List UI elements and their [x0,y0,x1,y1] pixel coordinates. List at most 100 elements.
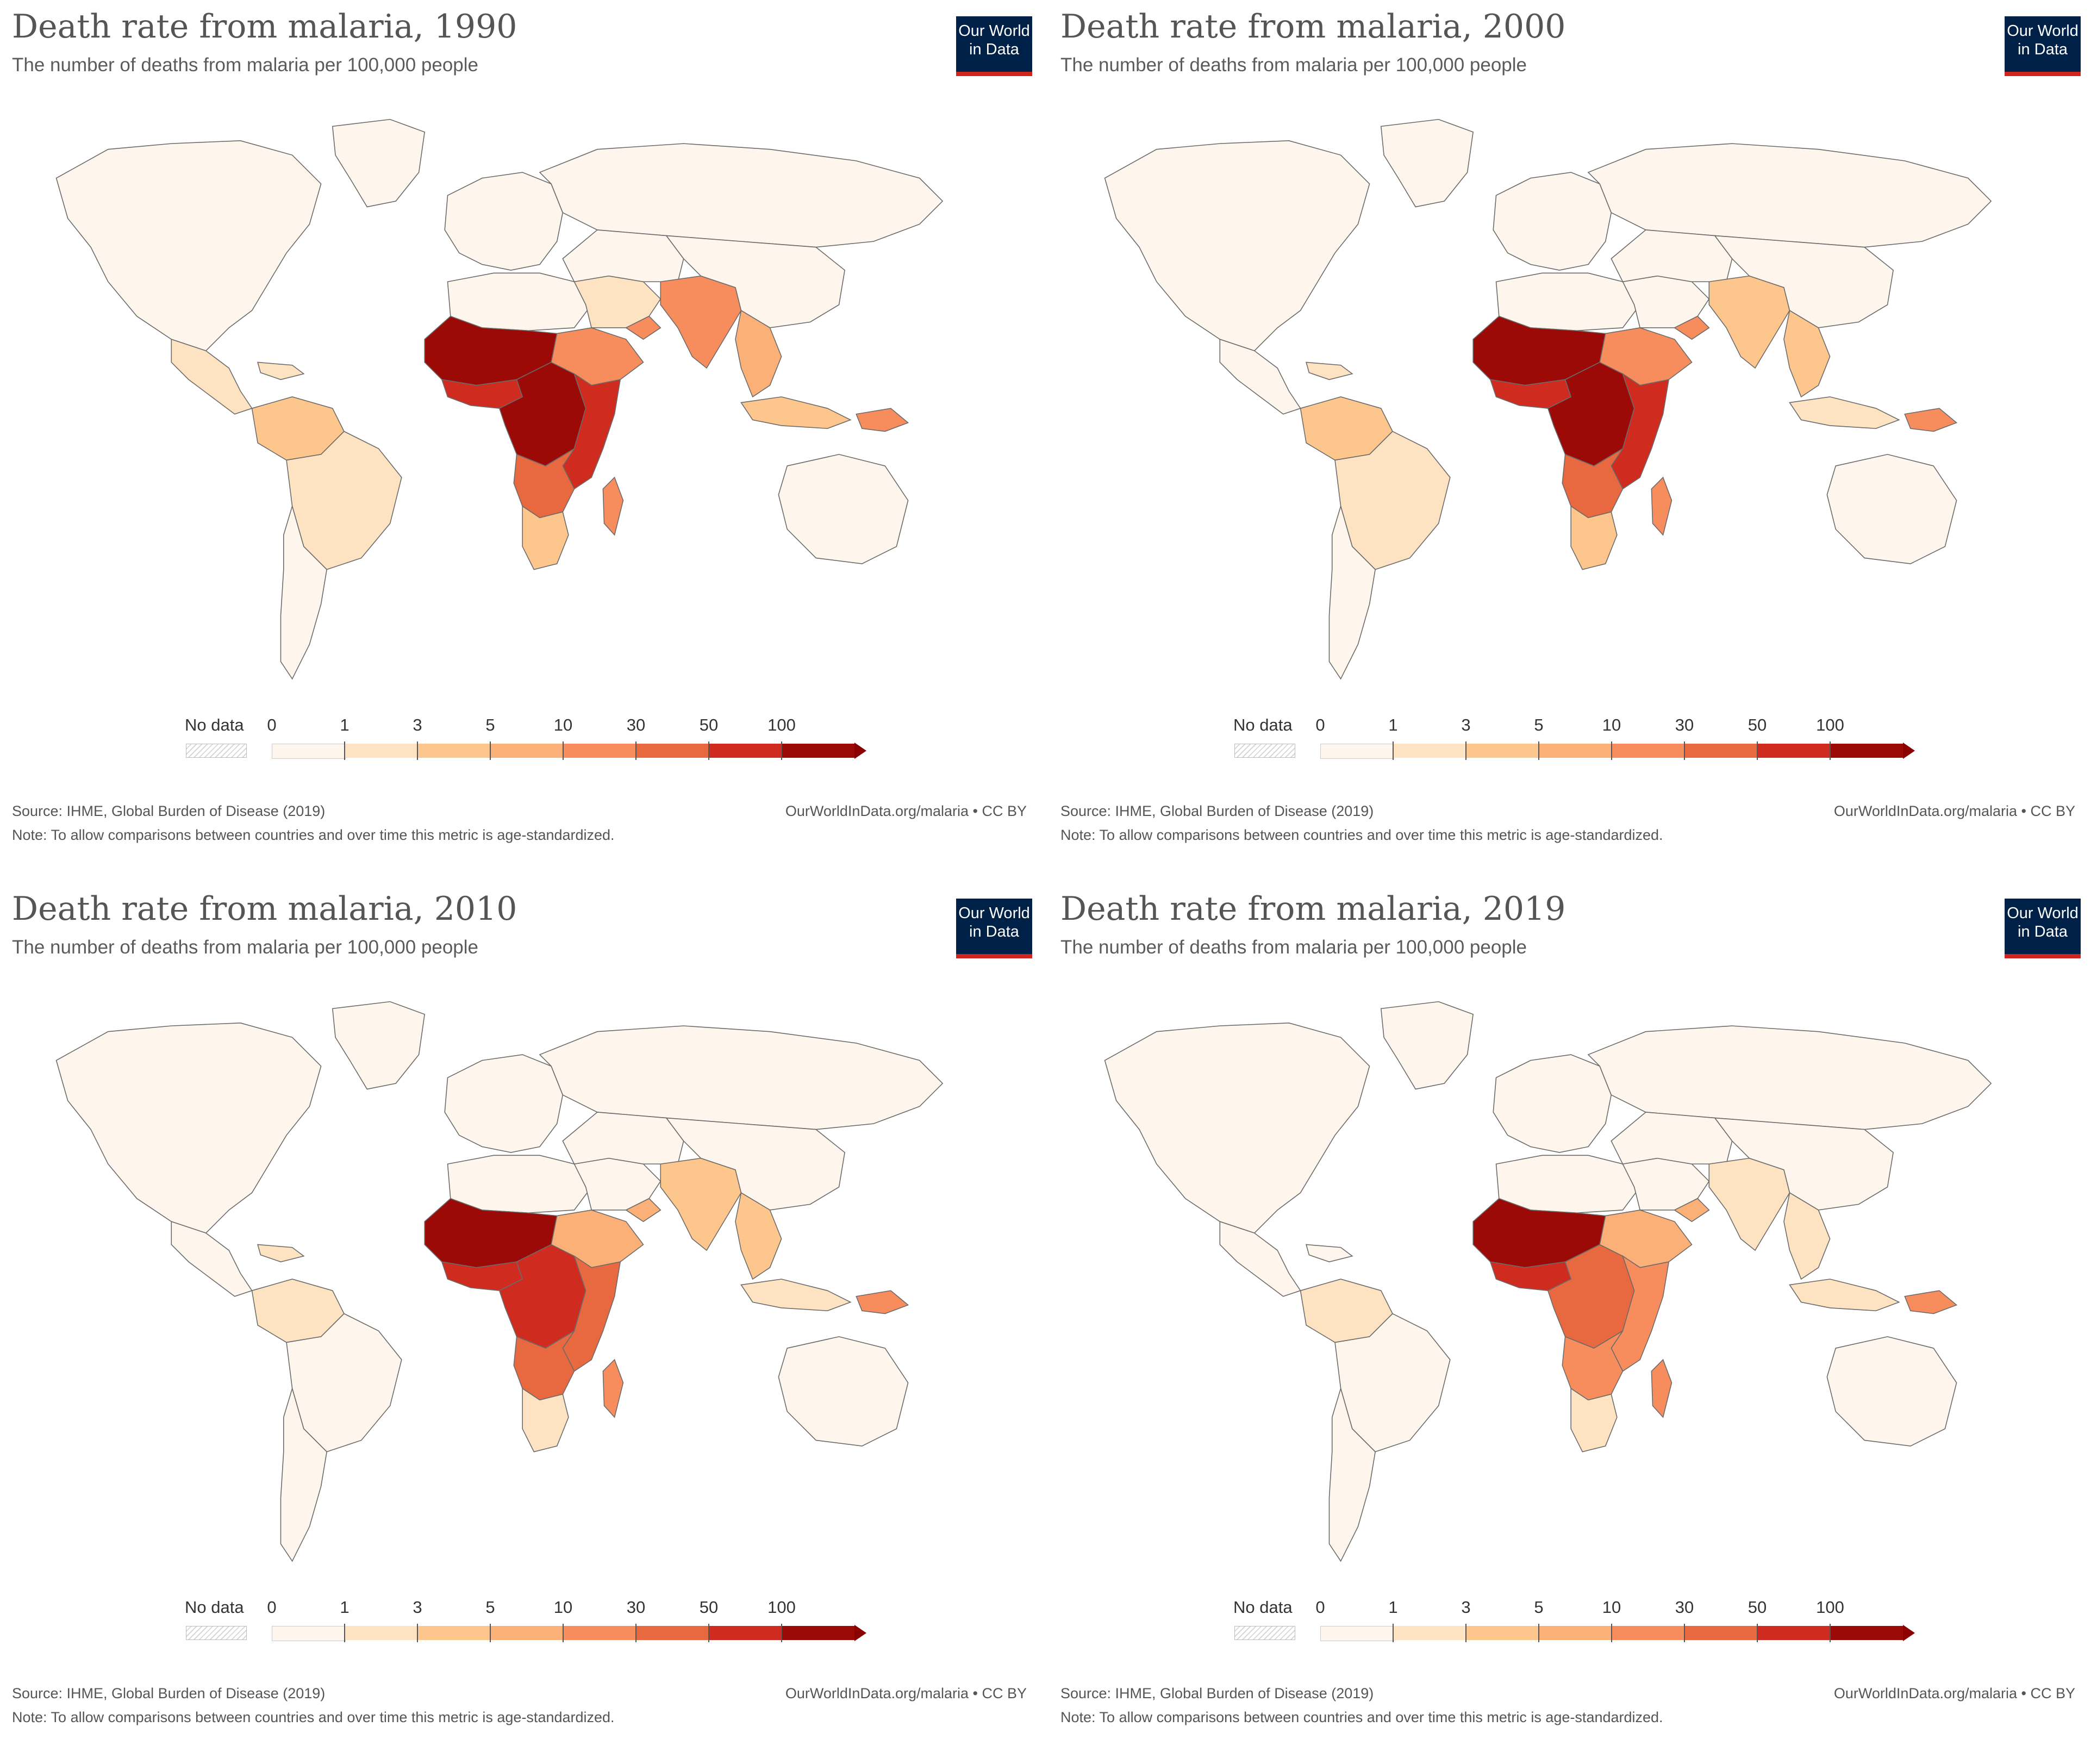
region-indonesia[interactable] [740,396,852,429]
region-europe[interactable] [1493,172,1612,271]
region-arabia-south[interactable] [1674,315,1710,340]
region-china[interactable] [665,235,845,328]
region-australia[interactable] [1826,454,1957,564]
region-arabia-south[interactable] [1674,1198,1710,1223]
region-southeast-asia[interactable] [735,1192,782,1280]
region-caribbean[interactable] [257,1244,305,1263]
region-north-america[interactable] [55,1023,322,1234]
region-papua[interactable] [1904,1290,1958,1314]
region-south-asia[interactable] [1708,1157,1790,1251]
credit-link[interactable]: OurWorldInData.org/malaria • CC BY [1833,803,2075,819]
world-choropleth-map[interactable] [22,991,1000,1567]
region-madagascar[interactable] [1651,1358,1672,1418]
region-south-asia[interactable] [660,275,742,369]
region-southern-africa[interactable] [1570,505,1618,570]
region-europe[interactable] [444,1054,564,1153]
region-north-africa[interactable] [447,272,592,332]
region-china[interactable] [665,1117,845,1211]
region-southern-south-america[interactable] [1328,1387,1376,1562]
region-greenland[interactable] [332,119,426,208]
region-china[interactable] [1714,235,1894,328]
region-caribbean[interactable] [1306,1244,1353,1263]
region-southeast-asia[interactable] [1783,309,1831,398]
owid-logo[interactable]: Our World in Data [956,16,1032,76]
region-greenland[interactable] [1380,1001,1474,1090]
region-east-africa[interactable] [562,1255,621,1372]
region-australia[interactable] [778,1336,909,1447]
region-central-america[interactable] [171,339,253,415]
region-southern-africa[interactable] [1570,1387,1618,1453]
region-russia[interactable] [539,143,944,248]
legend-tick-label: 10 [553,715,573,734]
region-southern-africa[interactable] [522,505,569,570]
region-caribbean[interactable] [1306,361,1353,381]
region-papua[interactable] [856,408,909,432]
region-russia[interactable] [1587,1025,1992,1130]
region-north-america[interactable] [1104,140,1370,352]
region-southeast-asia[interactable] [1783,1192,1831,1280]
region-north-america[interactable] [55,140,322,352]
world-choropleth-map[interactable] [1070,991,2049,1567]
region-southern-south-america[interactable] [1328,504,1376,680]
region-south-asia[interactable] [660,1157,742,1251]
region-russia[interactable] [1587,143,1992,248]
region-central-america[interactable] [171,1221,253,1297]
region-north-africa[interactable] [1495,1155,1641,1214]
region-southern-south-america[interactable] [280,1387,328,1562]
region-arabia-south[interactable] [625,315,661,340]
region-southern-africa[interactable] [522,1387,569,1453]
world-choropleth-map[interactable] [1070,109,2049,685]
region-south-asia[interactable] [1708,275,1790,369]
region-central-asia[interactable] [1611,1112,1733,1165]
region-indonesia[interactable] [1789,1279,1900,1312]
region-russia[interactable] [539,1025,944,1130]
region-east-africa[interactable] [562,372,621,490]
region-australia[interactable] [1826,1336,1957,1447]
region-southern-south-america[interactable] [280,504,328,680]
owid-logo[interactable]: Our World in Data [2005,16,2081,76]
credit-link[interactable]: OurWorldInData.org/malaria • CC BY [785,1685,1027,1701]
region-indonesia[interactable] [740,1279,852,1312]
legend-bin-3 [1466,744,1539,758]
region-north-africa[interactable] [447,1155,592,1214]
region-central-asia[interactable] [562,229,684,283]
region-southern-africa-upper[interactable] [1562,448,1624,519]
region-europe[interactable] [444,172,564,271]
region-madagascar[interactable] [1651,476,1672,536]
region-east-africa[interactable] [1611,372,1670,490]
region-caribbean[interactable] [257,361,305,381]
region-central-america[interactable] [1219,339,1301,415]
region-madagascar[interactable] [602,476,624,536]
region-indonesia[interactable] [1789,396,1900,429]
region-southern-africa-upper[interactable] [513,448,575,519]
owid-logo[interactable]: Our World in Data [2005,899,2081,958]
region-papua[interactable] [856,1290,909,1314]
region-north-africa[interactable] [1495,272,1641,332]
region-madagascar[interactable] [602,1358,624,1418]
region-southern-africa-upper[interactable] [1562,1330,1624,1401]
region-east-africa[interactable] [1611,1255,1670,1372]
source-text[interactable]: Source: IHME, Global Burden of Disease (… [12,803,326,819]
legend-bin-0 [272,744,346,759]
region-southeast-asia[interactable] [735,309,782,398]
world-choropleth-map[interactable] [22,109,1000,685]
region-australia[interactable] [778,454,909,564]
region-north-america[interactable] [1104,1023,1370,1234]
region-greenland[interactable] [332,1001,426,1090]
region-southern-africa-upper[interactable] [513,1330,575,1401]
region-central-asia[interactable] [562,1112,684,1165]
region-central-america[interactable] [1219,1221,1301,1297]
source-text[interactable]: Source: IHME, Global Burden of Disease (… [1060,1685,1374,1701]
region-greenland[interactable] [1380,119,1474,208]
source-text[interactable]: Source: IHME, Global Burden of Disease (… [12,1685,326,1701]
region-europe[interactable] [1493,1054,1612,1153]
credit-link[interactable]: OurWorldInData.org/malaria • CC BY [1833,1685,2075,1701]
region-central-asia[interactable] [1611,229,1733,283]
region-papua[interactable] [1904,408,1958,432]
owid-logo[interactable]: Our World in Data [956,899,1032,958]
legend-tick [1757,1624,1758,1642]
region-arabia-south[interactable] [625,1198,661,1223]
region-china[interactable] [1714,1117,1894,1211]
source-text[interactable]: Source: IHME, Global Burden of Disease (… [1060,803,1374,819]
credit-link[interactable]: OurWorldInData.org/malaria • CC BY [785,803,1027,819]
